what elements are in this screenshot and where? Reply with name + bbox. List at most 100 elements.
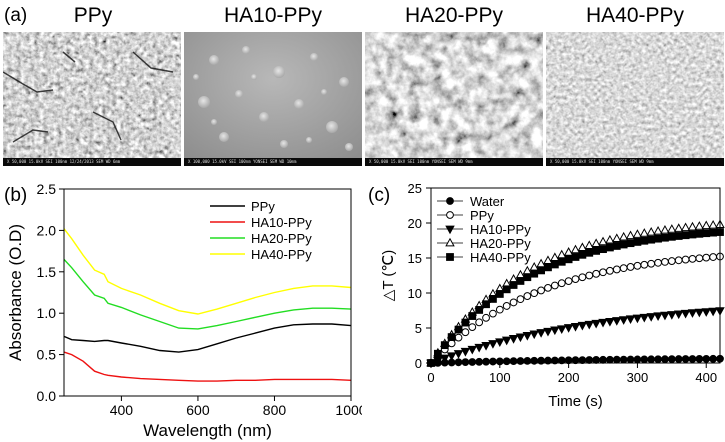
data-point	[454, 333, 463, 342]
data-point	[509, 281, 518, 289]
data-point	[447, 333, 456, 341]
x-tick-label: 300	[627, 370, 649, 385]
y-tick-label: 1.5	[37, 264, 57, 280]
data-point	[695, 355, 704, 363]
data-point	[536, 329, 546, 338]
panel-a-label: (a)	[4, 5, 28, 26]
data-point	[667, 232, 676, 241]
data-point	[661, 355, 669, 364]
data-point	[516, 277, 525, 285]
data-point	[592, 269, 601, 278]
data-point	[599, 245, 607, 254]
data-point	[474, 343, 484, 353]
data-point	[591, 319, 601, 329]
data-point	[612, 242, 621, 250]
data-point	[681, 231, 690, 240]
data-point	[653, 312, 663, 322]
data-point	[585, 356, 594, 364]
data-point	[606, 355, 614, 364]
data-point	[688, 355, 697, 363]
data-point	[626, 239, 635, 248]
data-point	[495, 290, 504, 298]
legend-marker	[445, 225, 455, 235]
data-point	[654, 355, 662, 364]
data-point	[667, 355, 676, 364]
x-axis-label: Wavelength (nm)	[143, 421, 272, 440]
x-tick-label: 200	[558, 370, 580, 385]
data-point	[578, 273, 587, 282]
data-point	[619, 240, 628, 249]
data-point	[653, 225, 663, 235]
data-point	[612, 355, 621, 364]
data-point	[694, 221, 705, 230]
y-tick-label: 1.0	[37, 305, 57, 321]
data-point	[529, 330, 539, 340]
data-point	[501, 336, 512, 346]
data-point	[709, 253, 718, 261]
data-point	[647, 259, 656, 268]
data-point	[618, 231, 629, 241]
data-point	[556, 249, 567, 259]
data-point	[639, 313, 650, 323]
y-tick-label: 25	[408, 181, 422, 196]
series-line-ha40-ppy	[63, 228, 352, 315]
data-point	[454, 358, 463, 367]
legend-label: Water	[470, 194, 505, 209]
data-point	[618, 316, 629, 325]
x-axis-label: Time (s)	[548, 393, 602, 410]
data-point	[502, 285, 511, 294]
data-point	[674, 256, 683, 265]
data-point	[688, 254, 697, 263]
data-point	[667, 311, 677, 320]
y-axis-label: Absorbance (O.D)	[6, 224, 25, 361]
data-point	[654, 258, 662, 267]
data-point	[633, 261, 642, 270]
data-point	[701, 308, 711, 317]
data-point	[708, 219, 718, 229]
data-point	[475, 318, 484, 327]
data-point	[585, 248, 594, 257]
data-point	[502, 302, 511, 310]
data-point	[640, 260, 649, 269]
data-point	[667, 257, 676, 265]
x-tick-label: 0	[427, 370, 434, 385]
data-point	[578, 356, 587, 364]
sem-title-ha40: HA40-PPy	[585, 4, 685, 27]
data-point	[606, 243, 614, 252]
data-point	[502, 357, 511, 366]
data-point	[544, 263, 552, 272]
data-point	[475, 306, 484, 314]
data-point	[605, 234, 615, 244]
data-point	[605, 317, 615, 327]
data-point	[598, 318, 608, 328]
data-point	[639, 228, 650, 237]
data-point	[516, 295, 525, 304]
data-point	[702, 253, 711, 262]
data-point	[488, 340, 498, 349]
data-point	[640, 355, 649, 364]
data-point	[598, 236, 608, 246]
sem-title-ha10: HA10-PPy	[223, 4, 323, 27]
data-point	[578, 250, 587, 259]
sem-scale-bar: X 50,000 15.0kV SEI 100nm YONSEI SEM WD …	[365, 158, 543, 166]
data-point	[467, 345, 478, 355]
data-point	[702, 229, 711, 238]
y-tick-label: 20	[408, 216, 422, 231]
data-point	[468, 312, 477, 320]
x-tick-label: 100	[489, 370, 511, 385]
data-point	[661, 233, 669, 242]
series-line-ha10-ppy	[63, 351, 352, 382]
data-point	[577, 321, 588, 331]
data-point	[433, 349, 442, 358]
data-point	[509, 298, 518, 307]
temperature-chart: 0 100 200 300 400 0 5 10 15 20 25 Time (s) △T (℃) Wat…	[380, 181, 725, 410]
data-point	[584, 320, 595, 330]
data-point	[625, 315, 636, 325]
plot-frame	[63, 188, 352, 397]
data-point	[606, 266, 614, 275]
data-point	[647, 355, 656, 364]
data-point	[701, 220, 711, 230]
x-tick-label: 800	[263, 402, 287, 418]
